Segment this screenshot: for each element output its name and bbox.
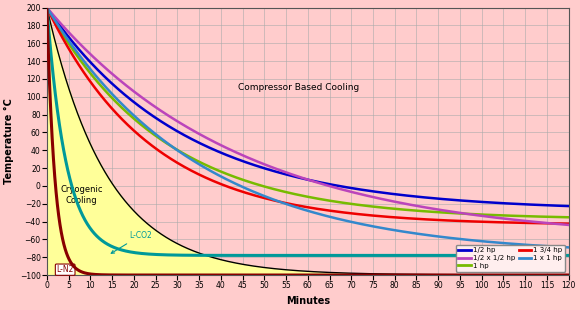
X-axis label: Minutes: Minutes [286,296,330,306]
Y-axis label: Temperature °C: Temperature °C [4,98,15,184]
Text: Compressor Based Cooling: Compressor Based Cooling [238,83,360,92]
Text: L-CO2: L-CO2 [111,231,153,253]
Legend: 1/2 hp, 1/2 x 1/2 hp, 1 hp, 1 3/4 hp, 1 x 1 hp: 1/2 hp, 1/2 x 1/2 hp, 1 hp, 1 3/4 hp, 1 … [456,245,565,272]
Text: L-N2: L-N2 [56,265,74,274]
Text: Cryogenic
Cooling: Cryogenic Cooling [60,185,103,205]
